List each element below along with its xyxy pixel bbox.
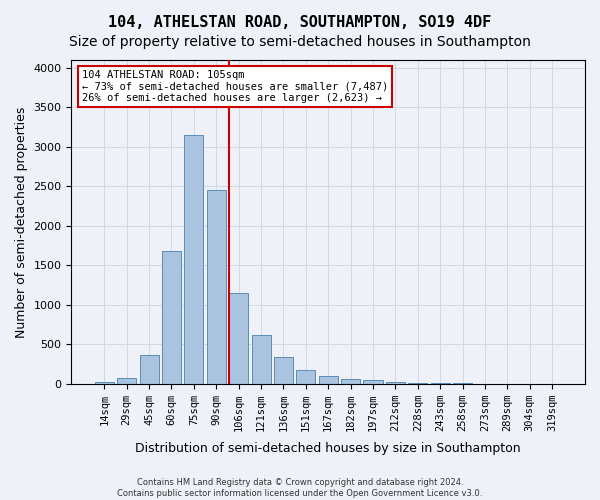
Bar (229, 293, 248, 384)
Bar (319, 376, 338, 384)
Bar (364, 380, 383, 384)
Y-axis label: Number of semi-detached properties: Number of semi-detached properties (15, 106, 28, 338)
Bar (251, 334, 271, 384)
Bar (386, 382, 405, 384)
Bar (95, 382, 114, 384)
Bar (184, 135, 203, 384)
Bar (207, 190, 226, 384)
Bar (140, 355, 158, 384)
Bar (296, 370, 316, 384)
Text: 104, ATHELSTAN ROAD, SOUTHAMPTON, SO19 4DF: 104, ATHELSTAN ROAD, SOUTHAMPTON, SO19 4… (109, 15, 491, 30)
Bar (162, 251, 181, 384)
Bar (274, 357, 293, 384)
Text: 104 ATHELSTAN ROAD: 105sqm
← 73% of semi-detached houses are smaller (7,487)
26%: 104 ATHELSTAN ROAD: 105sqm ← 73% of semi… (82, 70, 388, 103)
Bar (341, 378, 360, 384)
Bar (117, 378, 136, 384)
Text: Contains HM Land Registry data © Crown copyright and database right 2024.
Contai: Contains HM Land Registry data © Crown c… (118, 478, 482, 498)
Text: Size of property relative to semi-detached houses in Southampton: Size of property relative to semi-detach… (69, 35, 531, 49)
X-axis label: Distribution of semi-detached houses by size in Southampton: Distribution of semi-detached houses by … (136, 442, 521, 455)
